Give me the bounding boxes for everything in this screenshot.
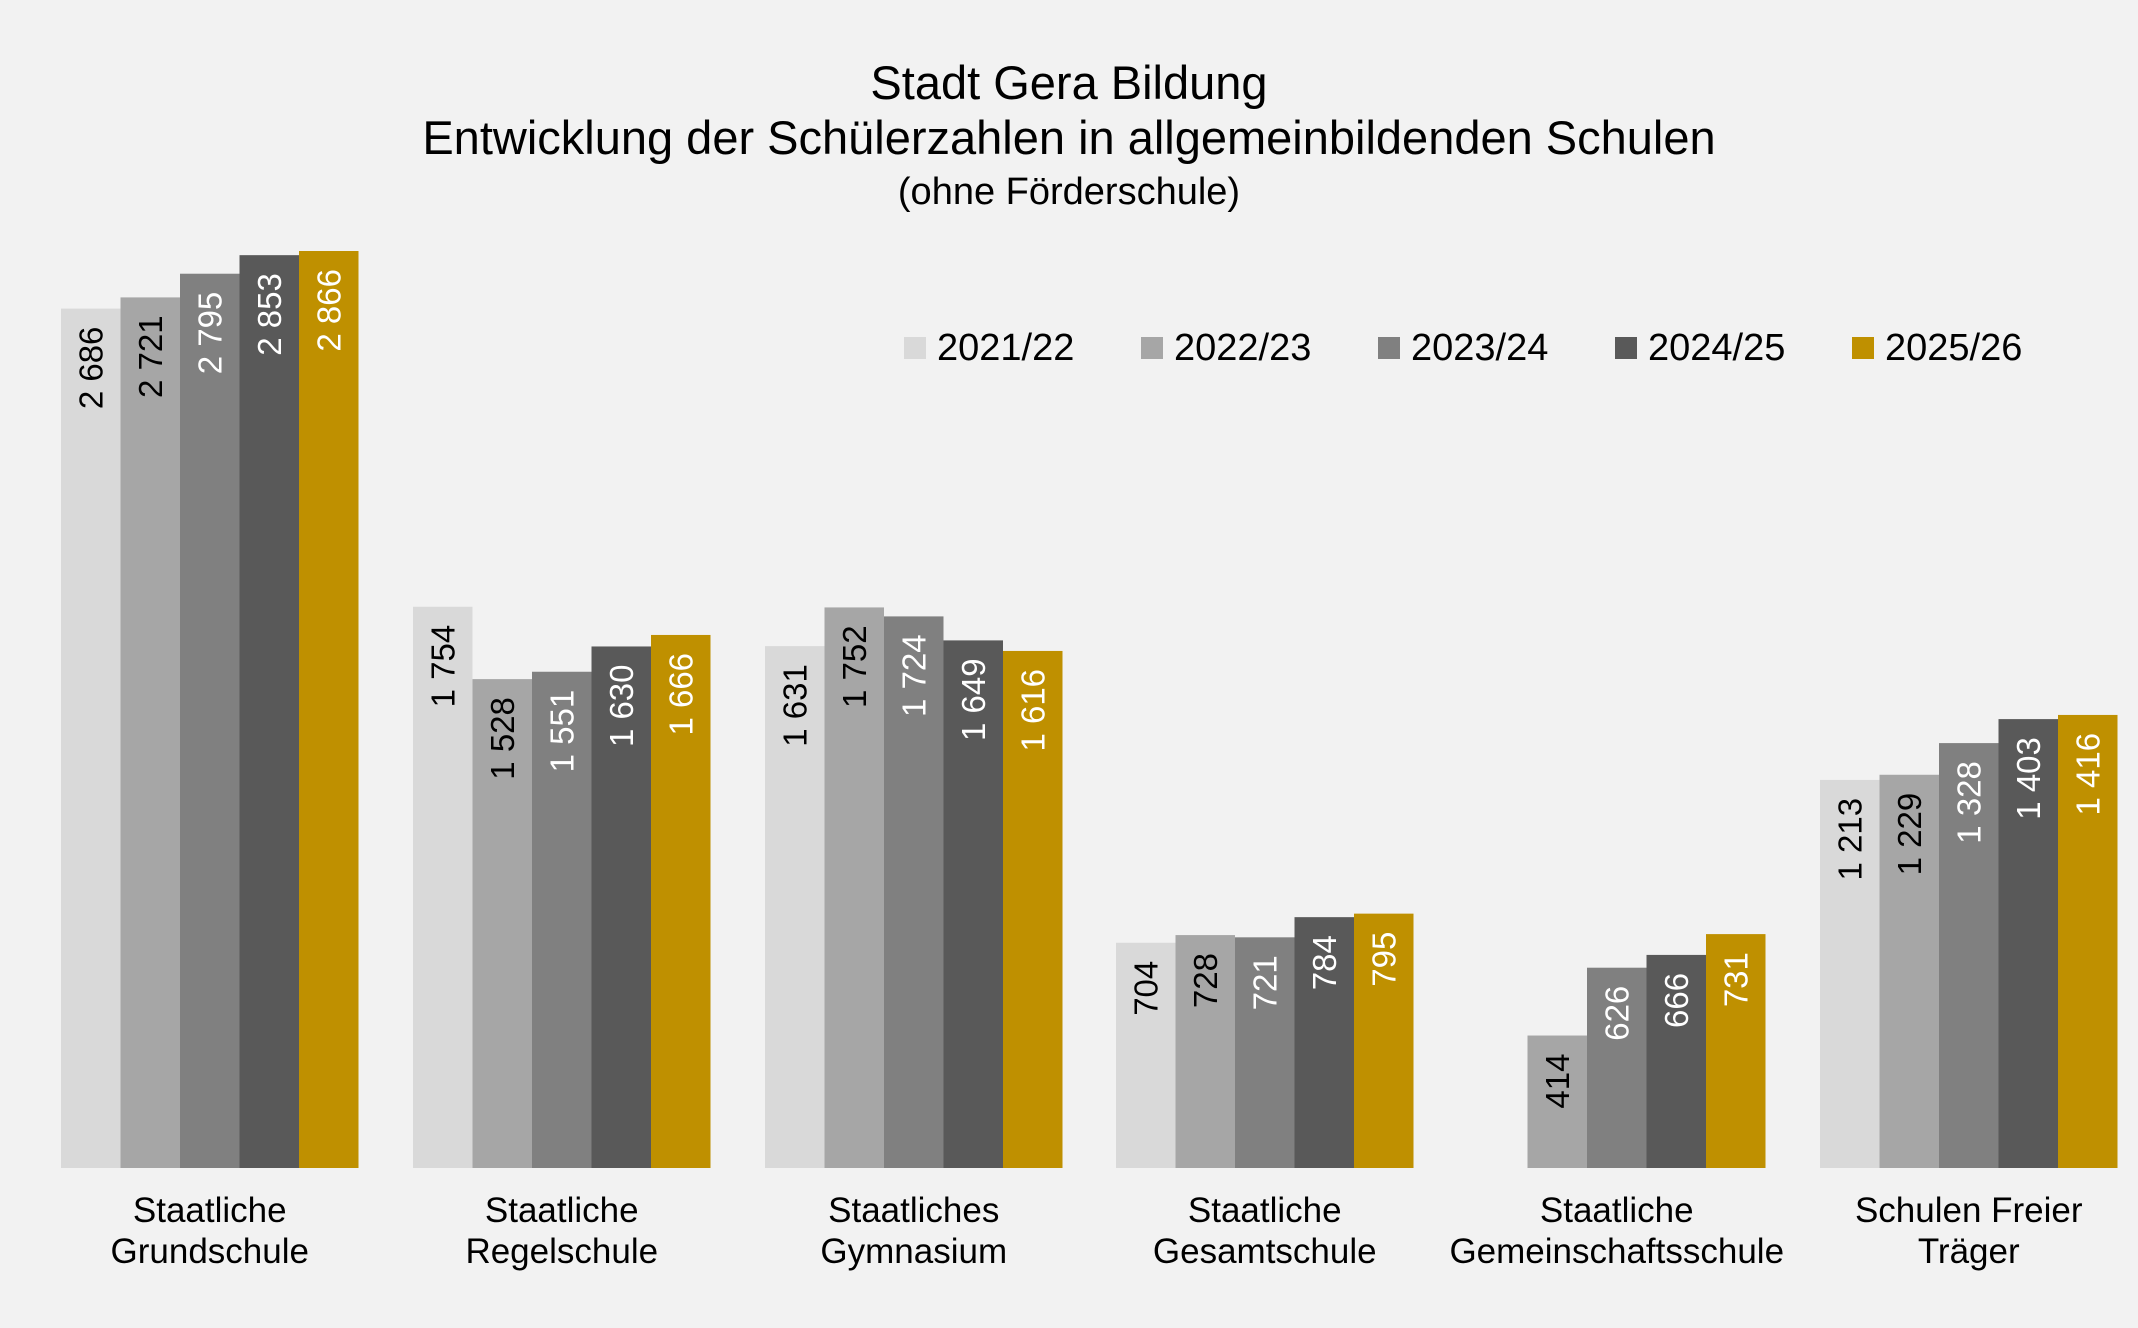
- bar-2024-25-cat-1: [591, 646, 651, 1168]
- bar-2024-25-cat-5: [1998, 719, 2058, 1168]
- legend-swatch: [1615, 337, 1637, 359]
- category-label: Gemeinschaftsschule: [1449, 1232, 1784, 1271]
- legend-item: 2025/26: [1852, 327, 2022, 369]
- bar-2021-22-cat-5: [1820, 779, 1880, 1168]
- legend-item: 2021/22: [904, 327, 1074, 369]
- legend-label: 2022/23: [1174, 327, 1311, 369]
- category-label: Gymnasium: [820, 1232, 1007, 1271]
- bar-2023-24-cat-1: [532, 671, 592, 1168]
- chart-subtitle-note: (ohne Förderschule): [897, 170, 1241, 213]
- value-label: 626: [1598, 986, 1635, 1041]
- legend-label: 2021/22: [937, 327, 1074, 369]
- bar-2025-26-cat-0: [299, 251, 359, 1168]
- chart-title: Stadt Gera Bildung: [870, 56, 1268, 109]
- value-label: 2 721: [132, 315, 169, 398]
- value-label: 728: [1187, 953, 1224, 1008]
- value-label: 1 630: [603, 664, 640, 747]
- bar-2021-22-cat-1: [413, 606, 473, 1168]
- chart-subtitle: Entwicklung der Schülerzahlen in allgeme…: [422, 111, 1716, 165]
- bar-2021-22-cat-3: [1116, 942, 1176, 1168]
- legend-item: 2024/25: [1615, 327, 1785, 369]
- category-label: Staatliche: [133, 1191, 287, 1230]
- value-label: 1 551: [543, 690, 580, 773]
- value-label: 1 328: [1950, 761, 1987, 844]
- value-label: 721: [1246, 955, 1283, 1010]
- legend-item: 2022/23: [1141, 327, 1311, 369]
- value-label: 1 616: [1014, 669, 1051, 752]
- bar-2023-24-cat-5: [1939, 743, 1999, 1168]
- value-label: 1 649: [955, 658, 992, 741]
- value-label: 1 528: [484, 697, 521, 780]
- bar-2024-25-cat-4: [1646, 954, 1706, 1168]
- value-label: 2 853: [251, 273, 288, 356]
- bar-2025-26-cat-3: [1354, 913, 1414, 1168]
- bar-2023-24-cat-0: [180, 273, 240, 1168]
- legend-swatch: [1378, 337, 1400, 359]
- category-label: Regelschule: [465, 1232, 658, 1271]
- bar-2024-25-cat-3: [1294, 917, 1354, 1168]
- category-label: Grundschule: [111, 1232, 309, 1271]
- value-label: 1 416: [2069, 733, 2106, 816]
- bar-2023-24-cat-2: [884, 616, 944, 1168]
- bar-2022-23-cat-4: [1527, 1035, 1587, 1168]
- legend-swatch: [904, 337, 926, 359]
- chart-title-block: Stadt Gera Bildung Entwicklung der Schül…: [0, 55, 2138, 215]
- bar-2024-25-cat-2: [943, 640, 1003, 1168]
- value-label: 1 229: [1891, 793, 1928, 876]
- value-label: 731: [1717, 952, 1754, 1007]
- value-label: 1 724: [895, 634, 932, 717]
- bar-2025-26-cat-5: [2058, 714, 2118, 1168]
- bar-2024-25-cat-0: [239, 255, 299, 1169]
- bar-2022-23-cat-5: [1879, 774, 1939, 1168]
- bar-2025-26-cat-4: [1706, 934, 1766, 1168]
- legend-swatch: [1852, 337, 1874, 359]
- bar-2022-23-cat-2: [824, 607, 884, 1168]
- category-label: Staatliche: [1188, 1191, 1342, 1230]
- legend-swatch: [1141, 337, 1163, 359]
- legend-label: 2023/24: [1411, 327, 1548, 369]
- bar-2022-23-cat-1: [472, 679, 532, 1168]
- value-label: 1 752: [836, 625, 873, 708]
- value-label: 2 686: [72, 327, 109, 410]
- value-label: 1 631: [776, 664, 813, 747]
- bar-2021-22-cat-0: [61, 308, 121, 1168]
- category-label: Staatliche: [485, 1191, 639, 1230]
- value-label: 666: [1658, 973, 1695, 1028]
- value-label: 1 666: [662, 653, 699, 736]
- value-label: 414: [1539, 1054, 1576, 1109]
- bar-2023-24-cat-3: [1235, 937, 1295, 1168]
- category-label: Schulen Freier: [1855, 1191, 2083, 1230]
- bar-2023-24-cat-4: [1587, 967, 1647, 1168]
- legend-item: 2023/24: [1378, 327, 1548, 369]
- bar-2022-23-cat-0: [120, 297, 180, 1168]
- value-label: 784: [1306, 935, 1343, 990]
- value-label: 2 866: [310, 269, 347, 352]
- value-label: 1 403: [2010, 737, 2047, 820]
- bar-2022-23-cat-3: [1175, 935, 1235, 1168]
- bar-2025-26-cat-2: [1003, 650, 1063, 1168]
- category-label: Träger: [1918, 1232, 2020, 1271]
- bar-2021-22-cat-2: [765, 646, 825, 1168]
- bar-2025-26-cat-1: [651, 634, 711, 1168]
- value-label: 795: [1365, 932, 1402, 987]
- value-label: 1 213: [1831, 798, 1868, 881]
- category-label: Staatliches: [828, 1191, 999, 1230]
- legend-label: 2024/25: [1648, 327, 1785, 369]
- value-label: 2 795: [191, 292, 228, 375]
- category-label: Staatliche: [1540, 1191, 1694, 1230]
- value-label: 704: [1127, 961, 1164, 1016]
- legend-label: 2025/26: [1885, 327, 2022, 369]
- category-label: Gesamtschule: [1153, 1232, 1377, 1271]
- value-label: 1 754: [424, 625, 461, 708]
